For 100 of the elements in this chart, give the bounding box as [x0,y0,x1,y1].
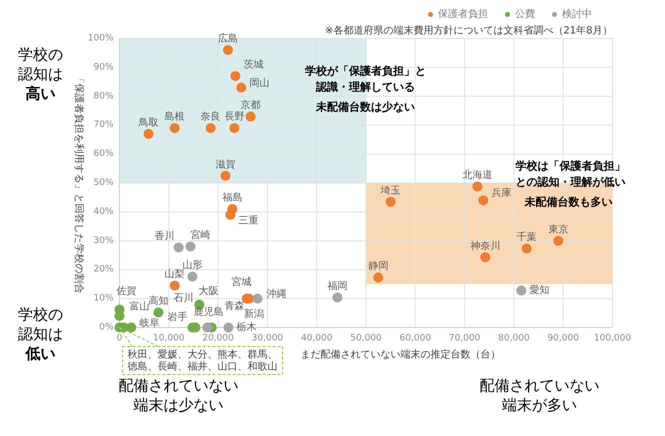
x-tick-label: 70,000 [448,334,481,344]
point [170,280,180,291]
text: 学校の認知は高い [18,46,63,102]
annotation: 島根 [164,110,185,123]
annotation: 宮崎 [190,229,210,242]
annotation: 青森 [224,300,245,312]
y-tick-label: 20% [93,264,114,275]
point [153,307,164,318]
point [386,196,396,207]
band-label: 学校が「保護者負担」と認識・理解している [305,64,426,94]
annotation: 宮城 [232,276,252,288]
annotation: 新潟 [244,308,264,320]
annotation: 未配備台数も多い [524,196,612,208]
annotation: 山形 [182,259,202,272]
text: ※各都道府県の端末費用方針については文科省調べ（21年8月） [325,24,613,36]
annotation: 栃木 [236,321,256,333]
annotation: 香川 [154,230,175,242]
point [246,112,256,122]
legend-label: 検討中 [562,8,592,21]
point [225,210,236,220]
point [522,244,532,254]
annotation: 埼玉 [380,184,401,196]
y-tick-label: 0% [99,322,114,332]
x-tick-label: 90,000 [547,334,580,344]
point [222,45,233,56]
legend-label: 公費 [515,8,535,21]
annotation: 高知 [148,294,168,307]
x-tick-label: 30,000 [252,334,284,344]
y-tick-label: 30% [93,236,114,246]
point [187,272,198,282]
point [185,242,196,252]
x-tick-label: 20,000 [202,334,234,344]
y-tick-label: 40% [93,206,114,217]
point [373,272,384,282]
point [252,294,263,304]
annotation: 岩手 [167,311,188,323]
x-tick-label: 0 [116,334,123,344]
point [516,286,526,296]
y-tick-label: 60% [93,149,114,160]
annotation: 石川 [173,292,194,304]
point [229,123,240,134]
annotation: 北海道 [462,168,492,181]
annotation: 山梨 [164,268,185,280]
point [126,322,136,332]
point [480,252,490,262]
annotation: 兵庫 [491,186,512,199]
point [553,236,564,246]
annotation: 滋賀 [215,158,236,170]
point [478,195,488,206]
annotation: 福島 [222,192,242,204]
annotation: 佐賀 [116,285,136,298]
y-tick-label: 50% [93,178,114,188]
point [223,322,234,332]
annotation: 富山 [130,300,150,312]
annotation: 沖縄 [266,288,287,300]
annotation: 秋田、愛媛、大分、熊本、群馬、徳島、長崎、福井、山口、和歌山 [128,348,278,372]
y-tick-label: 70% [93,120,114,130]
point [174,242,184,252]
y-tick-label: 10% [93,294,114,304]
y-tick-label: 80% [93,91,114,102]
point [206,123,216,134]
annotation: 鹿児島 [193,306,224,318]
annotation: 未配備台数は少ない [315,100,415,114]
annotation: 茨城 [243,58,264,71]
y-tick-label: 100% [88,34,114,44]
point [202,322,212,332]
point [332,292,342,302]
x-axis-title: まだ配備されていない端末の推定台数（台） [300,348,500,360]
annotation: 奈良 [200,110,221,123]
point [170,123,180,134]
point [472,181,482,192]
y-axis-title: 「保護者負担を利用する」と回答した学校の割合 [73,74,85,294]
annotation: 鳥取 [138,116,159,128]
annotation: 静岡 [368,260,388,272]
annotation: 千葉 [516,231,537,244]
annotation: 神奈川 [470,240,500,252]
x-tick-label: 10,000 [153,334,185,344]
y-tick-label: 90% [93,62,114,72]
point [230,71,240,82]
annotation: 東京 [548,223,568,236]
point [236,82,246,93]
point [144,128,154,139]
annotation: 長野 [224,112,244,123]
x-tick-label: 50,000 [350,334,382,344]
band-label: 学校は「保護者負担」との認知・理解が低い [516,160,626,188]
annotation: 三重 [238,214,258,226]
annotation: 岐阜 [139,317,160,329]
annotation: 大阪 [198,285,218,298]
x-tick-label: 80,000 [498,334,530,344]
x-tick-label: 100,000 [594,334,632,344]
text: 配備されていない端末は少ない [118,376,238,414]
legend-label: 保護者負担 [438,8,488,21]
annotation: 岡山 [249,77,270,90]
point [220,170,230,181]
x-tick-label: 60,000 [400,334,432,344]
text: 学校の認知は低い [18,306,63,362]
annotation: 広島 [218,32,238,45]
text: 配備されていない端末が多い [480,376,600,414]
annotation: 愛知 [529,284,550,296]
annotation: 福岡 [327,280,348,292]
